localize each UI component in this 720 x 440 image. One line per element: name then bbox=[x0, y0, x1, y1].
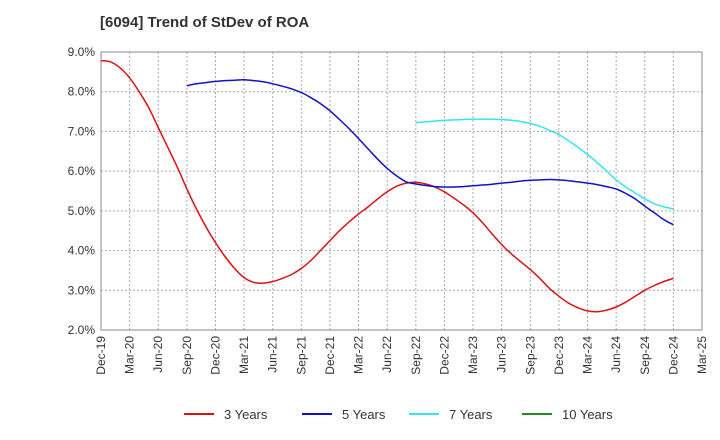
chart-title: [6094] Trend of StDev of ROA bbox=[100, 14, 310, 31]
x-tick-label: Dec-21 bbox=[323, 336, 337, 375]
grid-lines bbox=[100, 51, 703, 331]
x-tick-label: Jun-24 bbox=[609, 336, 623, 373]
x-tick-label: Dec-20 bbox=[208, 336, 222, 375]
x-tick-label: Jun-21 bbox=[266, 336, 280, 373]
plot-frame bbox=[100, 51, 703, 331]
x-tick-label: Mar-20 bbox=[123, 336, 137, 374]
x-tick-label: Dec-24 bbox=[666, 336, 680, 375]
y-tick-label: 7.0% bbox=[68, 124, 96, 138]
y-tick-label: 8.0% bbox=[68, 85, 96, 99]
x-tick-label: Sep-24 bbox=[638, 336, 652, 375]
legend: 3 Years 5 Years 7 Years 10 Years bbox=[184, 407, 613, 422]
y-tick-label: 3.0% bbox=[68, 283, 96, 297]
x-tick-label: Sep-22 bbox=[409, 336, 423, 375]
series-line-5-years bbox=[186, 79, 674, 226]
series-line-7-years bbox=[415, 118, 674, 210]
x-tick-label: Mar-25 bbox=[695, 336, 709, 374]
legend-label-3-years: 3 Years bbox=[224, 407, 268, 422]
x-tick-label: Dec-23 bbox=[552, 336, 566, 375]
x-tick-label: Sep-20 bbox=[180, 336, 194, 375]
y-axis-ticks: 2.0% 3.0% 4.0% 5.0% 6.0% 7.0% 8.0% 9.0% bbox=[68, 45, 96, 337]
x-tick-label: Dec-22 bbox=[437, 336, 451, 375]
legend-label-7-years: 7 Years bbox=[449, 407, 493, 422]
y-tick-label: 6.0% bbox=[68, 164, 96, 178]
series-lines bbox=[100, 59, 674, 313]
x-tick-label: Mar-24 bbox=[581, 336, 595, 374]
x-tick-label: Mar-22 bbox=[352, 336, 366, 374]
x-tick-label: Jun-23 bbox=[495, 336, 509, 373]
y-tick-label: 9.0% bbox=[68, 45, 96, 59]
y-tick-label: 4.0% bbox=[68, 244, 96, 258]
legend-label-10-years: 10 Years bbox=[562, 407, 613, 422]
y-tick-label: 2.0% bbox=[68, 323, 96, 337]
x-tick-label: Sep-21 bbox=[294, 336, 308, 375]
y-tick-label: 5.0% bbox=[68, 204, 96, 218]
x-tick-label: Sep-23 bbox=[523, 336, 537, 375]
x-tick-label: Jun-22 bbox=[380, 336, 394, 373]
x-tick-label: Mar-21 bbox=[237, 336, 251, 374]
legend-label-5-years: 5 Years bbox=[342, 407, 386, 422]
x-axis-ticks: Dec-19 Mar-20 Jun-20 Sep-20 Dec-20 Mar-21 Jun-… bbox=[94, 336, 709, 375]
x-tick-label: Jun-20 bbox=[151, 336, 165, 373]
x-tick-label: Mar-23 bbox=[466, 336, 480, 374]
x-tick-label: Dec-19 bbox=[94, 336, 108, 375]
series-line-3-years bbox=[100, 59, 674, 313]
